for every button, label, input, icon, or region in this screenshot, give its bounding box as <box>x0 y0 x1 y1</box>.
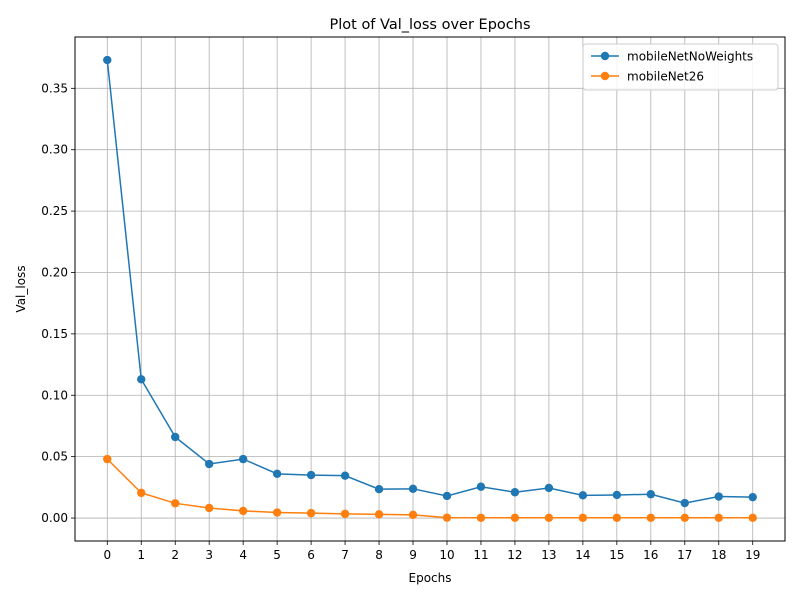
chart-title: Plot of Val_loss over Epochs <box>330 17 531 33</box>
data-point <box>272 469 282 479</box>
y-axis: 0.00 0.05 0.10 0.15 0.20 0.25 0.30 0.35 <box>41 81 75 525</box>
x-tick-label: 19 <box>745 548 760 562</box>
x-tick-label: 17 <box>677 548 692 562</box>
data-point <box>646 490 656 499</box>
data-point <box>476 513 486 522</box>
data-point <box>272 508 282 517</box>
data-point <box>137 488 146 498</box>
data-point <box>238 454 248 464</box>
legend-marker <box>600 71 610 81</box>
y-tick-label: 0.25 <box>41 204 68 218</box>
data-point <box>612 490 622 500</box>
data-point <box>204 459 214 469</box>
x-tick-label: 9 <box>409 548 417 562</box>
legend-label: mobileNetNoWeights <box>627 50 753 64</box>
x-tick-label: 16 <box>643 548 658 562</box>
data-point <box>442 513 452 522</box>
data-point <box>544 513 554 522</box>
series-mobileNet26 <box>103 454 757 522</box>
legend-item: mobileNet26 <box>591 70 704 84</box>
y-tick-label: 0.05 <box>41 450 68 464</box>
data-point <box>680 498 689 508</box>
x-tick-label: 11 <box>473 548 488 562</box>
legend-item: mobileNetNoWeights <box>591 50 753 64</box>
data-point <box>748 492 757 502</box>
y-tick-label: 0.15 <box>41 327 68 341</box>
data-point <box>306 508 316 518</box>
x-tick-label: 13 <box>541 548 556 562</box>
data-point <box>714 513 723 522</box>
legend-label: mobileNet26 <box>627 70 704 84</box>
data-point <box>748 513 757 522</box>
x-tick-label: 6 <box>307 548 315 562</box>
series-line <box>106 458 753 519</box>
data-point <box>137 375 146 384</box>
data-point <box>612 513 622 522</box>
x-axis-label: Epochs <box>409 571 452 585</box>
x-tick-label: 12 <box>507 548 522 562</box>
data-point <box>340 471 350 480</box>
series-line <box>106 60 753 504</box>
data-point <box>680 513 689 522</box>
data-point <box>171 499 180 508</box>
data-point <box>374 510 384 519</box>
x-tick-label: 10 <box>439 548 454 562</box>
data-point <box>103 454 112 464</box>
x-tick-label: 0 <box>103 548 111 562</box>
y-tick-label: 0.20 <box>41 265 68 279</box>
x-tick-label: 3 <box>205 548 213 562</box>
data-point <box>306 470 316 480</box>
y-tick-label: 0.35 <box>41 81 68 95</box>
data-point <box>374 484 384 494</box>
data-point <box>476 482 486 491</box>
x-tick-label: 5 <box>273 548 281 562</box>
legend-box <box>582 43 779 91</box>
x-tick-label: 2 <box>171 548 179 562</box>
x-tick-label: 18 <box>711 548 726 562</box>
data-point <box>544 483 554 493</box>
data-point <box>238 506 248 516</box>
x-tick-label: 4 <box>239 548 247 562</box>
y-axis-label: Val_loss <box>14 265 28 312</box>
x-tick-label: 15 <box>609 548 624 562</box>
data-point <box>646 513 656 522</box>
series-mobileNetNoWeights <box>103 55 757 508</box>
y-tick-label: 0.30 <box>41 143 68 157</box>
data-point <box>408 510 418 520</box>
data-point <box>442 491 452 501</box>
plot-frame <box>74 36 786 542</box>
y-tick-label: 0.00 <box>41 511 68 525</box>
data-point <box>510 488 520 497</box>
data-point <box>204 503 214 513</box>
grid <box>75 37 785 541</box>
legend-marker <box>600 51 610 61</box>
data-point <box>510 513 520 522</box>
legend: mobileNetNoWeights mobileNet26 <box>582 43 779 91</box>
x-tick-label: 14 <box>575 548 590 562</box>
data-point <box>340 509 350 519</box>
x-axis: 0 1 2 3 4 5 6 7 8 9 10 11 12 13 14 15 16 17 18 19 <box>103 541 760 562</box>
x-tick-label: 8 <box>375 548 383 562</box>
x-tick-label: 1 <box>137 548 145 562</box>
x-tick-label: 7 <box>341 548 349 562</box>
series-layer <box>103 55 757 522</box>
data-point <box>578 491 588 500</box>
data-point <box>171 432 180 442</box>
data-point <box>408 484 418 494</box>
y-tick-label: 0.10 <box>41 388 68 402</box>
data-point <box>103 55 112 65</box>
data-point <box>714 492 723 501</box>
data-point <box>578 513 588 522</box>
